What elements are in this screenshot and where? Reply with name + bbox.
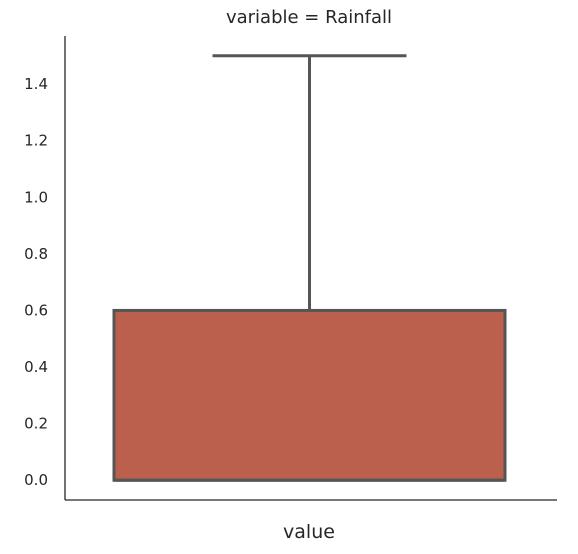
y-tick-label: 0.6 bbox=[24, 301, 48, 319]
y-tick-label: 0.0 bbox=[24, 471, 48, 489]
chart-title: variable = Rainfall bbox=[226, 7, 392, 28]
box-iqr bbox=[112, 308, 507, 482]
y-tick-label: 0.4 bbox=[24, 358, 48, 376]
y-tick-label: 0.2 bbox=[24, 415, 48, 433]
y-tick-label: 1.0 bbox=[24, 188, 48, 206]
y-tick-label: 1.2 bbox=[24, 132, 48, 150]
x-axis-label: value bbox=[283, 521, 335, 543]
plot-area: 0.0 0.2 0.4 0.6 0.8 1.0 1.2 1.4 bbox=[24, 36, 557, 501]
y-tick-label: 0.8 bbox=[24, 245, 48, 263]
y-tick-label: 1.4 bbox=[24, 75, 48, 93]
